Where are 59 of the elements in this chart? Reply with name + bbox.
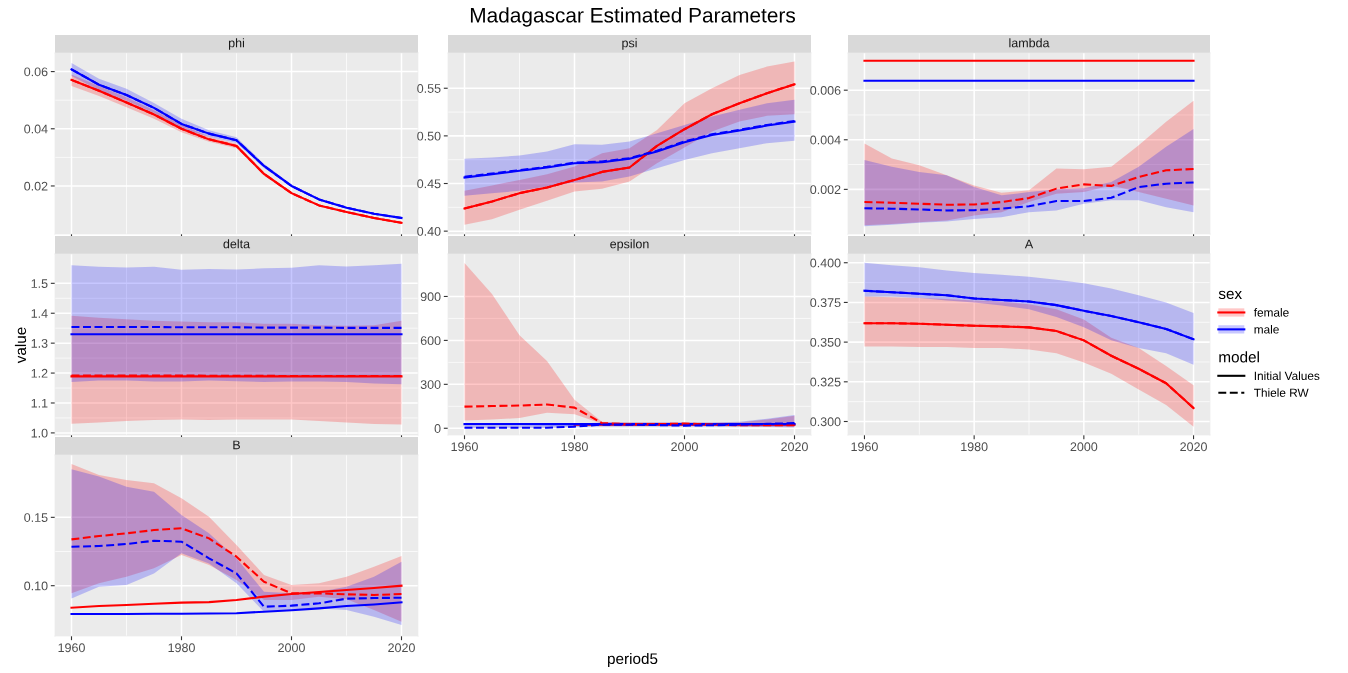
chart-title: A <box>1024 239 1034 249</box>
x-tick-label: 2020 <box>781 442 808 452</box>
y-tick-label: 0.04 <box>24 124 48 134</box>
y-tick-label: 1.4 <box>31 309 48 318</box>
legend-label: male <box>1254 324 1279 334</box>
x-tick-label: 2020 <box>388 643 415 653</box>
x-tick-label: 1960 <box>851 442 878 452</box>
text: Madagascar Estimated Parameters <box>470 7 796 27</box>
y-tick-label: 0.375 <box>810 298 841 308</box>
chart-title: psi <box>622 38 637 50</box>
x-tick-label: 1980 <box>561 442 588 452</box>
y-tick-label: 1.2 <box>31 368 48 378</box>
line-series <box>863 168 1195 206</box>
x-tick-label: 2000 <box>671 442 698 452</box>
text: Thiele RW <box>1254 388 1309 397</box>
y-tick-label: 600 <box>420 336 441 346</box>
y-tick-label: 0.40 <box>417 226 441 236</box>
y-tick-label: 0.300 <box>810 417 841 427</box>
y-tick-label: 0.10 <box>24 581 48 591</box>
y-tick-label: 0.004 <box>810 135 841 145</box>
y-tick-label: 0.45 <box>417 179 441 189</box>
y-tick-label: 0.55 <box>417 84 441 93</box>
x-axis-title: period5 <box>608 652 658 668</box>
y-tick-label: 0.350 <box>810 337 841 347</box>
x-tick-label: 2020 <box>1180 442 1207 452</box>
chart-title: epsilon <box>610 239 649 251</box>
chart-title: phi <box>228 38 244 50</box>
x-tick-label: 1960 <box>451 442 478 452</box>
y-axis-title: value <box>14 327 27 364</box>
x-tick-label: 1960 <box>58 643 85 653</box>
y-tick-label: 0.006 <box>810 85 841 95</box>
y-tick-label: 900 <box>420 292 441 302</box>
y-tick-label: 0.325 <box>810 377 841 387</box>
y-tick-label: 0.02 <box>24 181 48 191</box>
y-tick-label: 0.06 <box>24 67 48 77</box>
line-series <box>863 181 1195 212</box>
x-tick-label: 2000 <box>278 643 305 653</box>
y-tick-label: 0.400 <box>810 258 841 268</box>
y-tick-label: 0 <box>434 424 441 433</box>
x-tick-label: 1980 <box>168 643 195 653</box>
x-tick-label: 1980 <box>961 442 988 452</box>
y-tick-label: 1.5 <box>31 279 48 288</box>
y-tick-label: 1.1 <box>31 398 48 408</box>
x-tick-label: 2000 <box>1070 442 1098 452</box>
text: Initial Values <box>1254 371 1320 381</box>
y-tick-label: 0.15 <box>24 513 48 522</box>
y-tick-label: 0.002 <box>810 185 841 195</box>
y-tick-label: 300 <box>420 380 441 389</box>
chart-title: delta <box>223 239 251 249</box>
chart-title: lambda <box>1009 38 1050 48</box>
y-tick-label: 1.0 <box>31 428 48 438</box>
y-tick-label: 1.3 <box>31 338 48 348</box>
y-tick-label: 0.50 <box>417 131 441 141</box>
chart-title: B <box>233 440 241 450</box>
line-series <box>70 601 403 616</box>
legend-label: female <box>1253 308 1289 317</box>
line-series <box>70 539 403 608</box>
text: model <box>1219 351 1259 363</box>
legend-title: sex <box>1218 290 1242 300</box>
